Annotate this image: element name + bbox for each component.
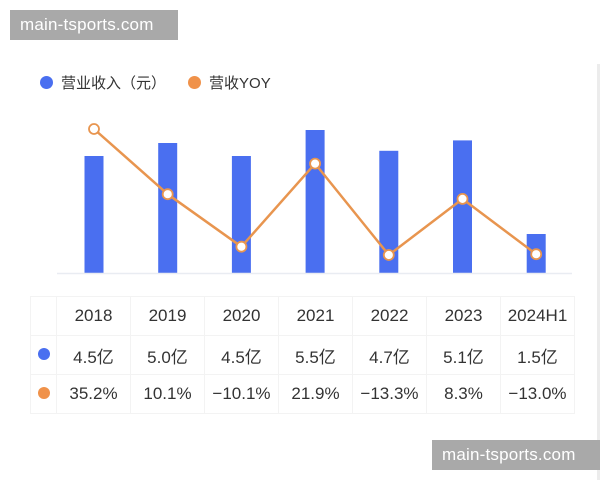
table-cell: −13.0% — [500, 374, 575, 414]
table-corner-cell — [30, 296, 57, 336]
table-cell: 21.9% — [278, 374, 353, 414]
yoy-point[interactable] — [456, 192, 469, 205]
yoy-point[interactable] — [382, 249, 395, 261]
header-cell: 2020 — [204, 296, 279, 336]
header-cell: 2019 — [130, 296, 205, 336]
yoy-point[interactable] — [161, 188, 174, 201]
header-cell: 2022 — [352, 296, 427, 336]
circle-dot-icon — [37, 387, 50, 399]
legend-label-yoy: 营收YOY — [209, 74, 271, 92]
table-cell: 8.3% — [426, 374, 501, 414]
header-cell: 2018 — [56, 296, 131, 336]
table-cell: 10.1% — [130, 374, 205, 414]
chart-legend: 营业收入（元） 营收YOY — [40, 72, 293, 92]
table-header-row: 2018 2019 2020 2021 2022 2023 2024H1 — [30, 296, 575, 336]
table-row-yoy: 35.2% 10.1% −10.1% 21.9% −13.3% 8.3% −13… — [30, 374, 575, 414]
watermark-top: main-tsports.com — [10, 10, 178, 40]
circle-dot-icon — [188, 75, 202, 89]
circle-dot-icon — [37, 348, 50, 360]
table-cell: 4.5亿 — [56, 335, 131, 375]
yoy-point[interactable] — [88, 123, 100, 135]
revenue-bar[interactable] — [379, 150, 399, 273]
legend-label-revenue: 营业收入（元） — [61, 74, 167, 92]
table-cell: 4.7亿 — [352, 335, 427, 375]
revenue-bar[interactable] — [305, 130, 325, 273]
watermark-bottom: main-tsports.com — [432, 440, 600, 470]
legend-item-yoy[interactable]: 营收YOY — [188, 72, 271, 93]
yoy-point[interactable] — [309, 157, 322, 170]
card-right-border — [597, 64, 600, 480]
table-cell: 4.5亿 — [204, 335, 279, 375]
revenue-bar[interactable] — [158, 143, 178, 273]
yoy-points — [88, 123, 543, 261]
row-marker — [30, 374, 57, 414]
table-row-revenue: 4.5亿 5.0亿 4.5亿 5.5亿 4.7亿 5.1亿 1.5亿 — [30, 335, 575, 375]
data-table: 2018 2019 2020 2021 2022 2023 2024H1 4.5… — [30, 296, 575, 414]
header-cell: 2021 — [278, 296, 353, 336]
revenue-bars — [84, 130, 546, 273]
table-cell: 35.2% — [56, 374, 131, 414]
revenue-bar[interactable] — [453, 140, 472, 273]
chart-plot-area — [57, 123, 572, 275]
table-cell: 5.0亿 — [130, 335, 205, 375]
yoy-point[interactable] — [530, 248, 543, 261]
table-cell: 5.5亿 — [278, 335, 353, 375]
revenue-bar[interactable] — [231, 156, 251, 273]
header-cell: 2024H1 — [500, 296, 575, 336]
header-cell: 2023 — [426, 296, 501, 336]
row-marker — [30, 335, 57, 375]
table-cell: −13.3% — [352, 374, 427, 414]
table-cell: 5.1亿 — [426, 335, 501, 375]
legend-item-revenue[interactable]: 营业收入（元） — [40, 72, 166, 93]
circle-dot-icon — [40, 75, 53, 89]
table-cell: −10.1% — [204, 374, 279, 414]
yoy-point[interactable] — [235, 240, 248, 253]
revenue-bar[interactable] — [84, 156, 104, 273]
table-cell: 1.5亿 — [500, 335, 575, 375]
